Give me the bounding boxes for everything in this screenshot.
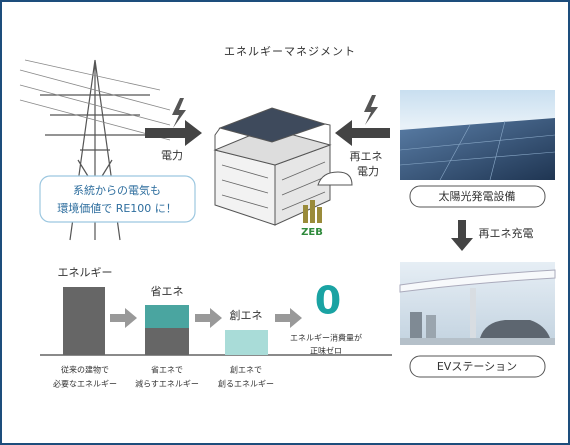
step-caption: 減らすエネルギー	[135, 379, 199, 389]
energy-bar	[145, 328, 189, 355]
step-caption: 必要なエネルギー	[53, 379, 117, 389]
step-caption: 省エネで	[151, 365, 183, 375]
charging-label: 再エネ充電	[479, 226, 534, 240]
zero: 0	[315, 279, 341, 323]
ev-photo	[400, 262, 555, 345]
callout-text: 系統からの電気も	[73, 183, 161, 197]
saving-bar	[145, 305, 189, 328]
step-caption: 創るエネルギー	[218, 379, 274, 389]
title: エネルギーマネジメント	[224, 45, 356, 58]
result-caption: エネルギー消費量が	[290, 333, 362, 343]
diagram: エネルギーマネジメント 電力 再エネ 電力 系統からの電気も 環境価値で RE1…	[0, 0, 570, 445]
renewable-power-label: 再エネ	[350, 150, 383, 163]
zeb-label: ZEB	[301, 227, 323, 238]
creation-bar	[225, 330, 268, 355]
grid-power-label: 電力	[161, 149, 183, 162]
step-caption: 従来の建物で	[61, 365, 109, 375]
step-caption: 創エネで	[230, 365, 262, 375]
step-label: 創エネ	[230, 308, 263, 322]
ev-label: EVステーション	[437, 360, 517, 373]
callout	[40, 176, 195, 222]
solar-label: 太陽光発電設備	[439, 189, 516, 203]
renewable-power-label: 電力	[357, 165, 379, 178]
step-label: エネルギー	[58, 266, 113, 279]
result-caption: 正味ゼロ	[310, 346, 342, 356]
callout-text: 環境価値で RE100 に！	[57, 201, 177, 215]
solar-photo	[400, 90, 555, 180]
energy-bar	[63, 287, 105, 355]
step-label: 省エネ	[151, 285, 184, 298]
